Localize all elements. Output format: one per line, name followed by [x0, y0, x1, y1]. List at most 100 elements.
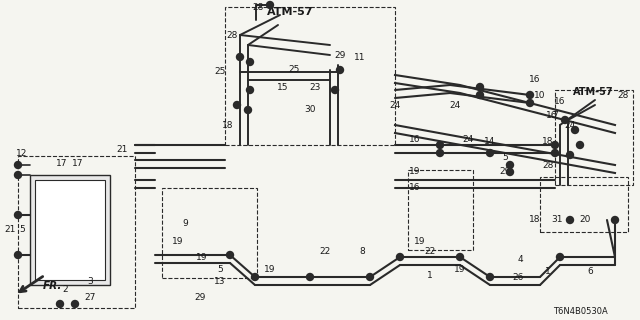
Circle shape [367, 274, 374, 281]
Text: 24: 24 [449, 100, 461, 109]
Text: 17: 17 [56, 159, 68, 169]
Text: 19: 19 [264, 266, 276, 275]
Text: 28: 28 [618, 91, 628, 100]
Circle shape [566, 151, 573, 158]
Circle shape [246, 59, 253, 66]
Circle shape [15, 212, 22, 219]
Circle shape [436, 141, 444, 148]
Circle shape [15, 172, 22, 179]
Text: 4: 4 [517, 255, 523, 265]
Text: 19: 19 [454, 266, 466, 275]
Bar [225, 7, 395, 145]
Text: 24: 24 [389, 100, 401, 109]
Bar [540, 177, 628, 232]
Circle shape [506, 162, 513, 169]
Text: ATM-57: ATM-57 [573, 87, 613, 97]
Circle shape [561, 116, 568, 124]
Text: 27: 27 [84, 293, 96, 302]
Text: 24: 24 [462, 135, 474, 145]
Circle shape [246, 86, 253, 93]
Circle shape [244, 107, 252, 114]
Text: 3: 3 [87, 277, 93, 286]
Circle shape [506, 169, 513, 175]
Circle shape [252, 274, 259, 281]
Text: 8: 8 [359, 247, 365, 257]
Circle shape [552, 141, 559, 148]
Text: T6N4B0530A: T6N4B0530A [552, 308, 607, 316]
Bar [35, 180, 105, 280]
Circle shape [15, 162, 22, 169]
Circle shape [566, 217, 573, 223]
Bar [18, 156, 135, 308]
Circle shape [307, 274, 314, 281]
Circle shape [266, 2, 273, 9]
Circle shape [527, 100, 534, 107]
Text: 19: 19 [196, 253, 208, 262]
Circle shape [456, 253, 463, 260]
Text: 21: 21 [4, 226, 16, 235]
Text: 14: 14 [484, 138, 496, 147]
Bar [408, 170, 473, 250]
Circle shape [72, 300, 79, 308]
Circle shape [611, 217, 618, 223]
Text: 29: 29 [334, 51, 346, 60]
Text: 16: 16 [409, 183, 420, 193]
Circle shape [237, 53, 243, 60]
Text: 18: 18 [529, 215, 541, 225]
Text: 1: 1 [545, 268, 551, 276]
Text: 21: 21 [116, 145, 128, 154]
Text: 31: 31 [551, 215, 563, 225]
Text: 25: 25 [214, 68, 226, 76]
Text: 19: 19 [172, 237, 184, 246]
Text: 12: 12 [16, 148, 28, 157]
Text: ATM-57: ATM-57 [267, 7, 313, 17]
Text: 16: 16 [554, 98, 566, 107]
Text: 1: 1 [427, 270, 433, 279]
Text: 16: 16 [529, 76, 541, 84]
Bar [555, 90, 633, 185]
Text: 29: 29 [499, 167, 511, 177]
Circle shape [332, 86, 339, 93]
Circle shape [477, 92, 483, 99]
Bar [162, 188, 257, 278]
Text: 30: 30 [304, 106, 316, 115]
Text: 17: 17 [72, 159, 84, 169]
Text: 10: 10 [534, 91, 546, 100]
Text: 25: 25 [288, 66, 300, 75]
Text: 13: 13 [214, 277, 226, 286]
Text: 29: 29 [195, 293, 205, 302]
Text: 6: 6 [587, 268, 593, 276]
Text: 22: 22 [424, 247, 436, 257]
Circle shape [227, 252, 234, 259]
Text: 5: 5 [19, 226, 25, 235]
Text: 18: 18 [542, 138, 554, 147]
Circle shape [397, 253, 403, 260]
Circle shape [234, 101, 241, 108]
Text: 18: 18 [222, 121, 234, 130]
Text: 5: 5 [217, 266, 223, 275]
Circle shape [337, 67, 344, 74]
Circle shape [577, 141, 584, 148]
Circle shape [486, 149, 493, 156]
Text: 19: 19 [409, 167, 420, 177]
Circle shape [15, 252, 22, 259]
Circle shape [552, 149, 559, 156]
Text: 20: 20 [579, 215, 591, 225]
Text: 16: 16 [409, 135, 420, 145]
Circle shape [486, 274, 493, 281]
Text: 28: 28 [542, 161, 554, 170]
Text: 15: 15 [277, 84, 289, 92]
Circle shape [477, 84, 483, 91]
Circle shape [557, 253, 563, 260]
Text: 16: 16 [547, 110, 557, 119]
Text: 2: 2 [62, 285, 68, 294]
Text: 28: 28 [227, 30, 237, 39]
Circle shape [436, 149, 444, 156]
Circle shape [56, 300, 63, 308]
Circle shape [527, 92, 534, 99]
Text: 7: 7 [552, 110, 558, 119]
Text: 23: 23 [309, 84, 321, 92]
Bar [30, 175, 110, 285]
Text: 19: 19 [414, 237, 426, 246]
Circle shape [572, 126, 579, 133]
